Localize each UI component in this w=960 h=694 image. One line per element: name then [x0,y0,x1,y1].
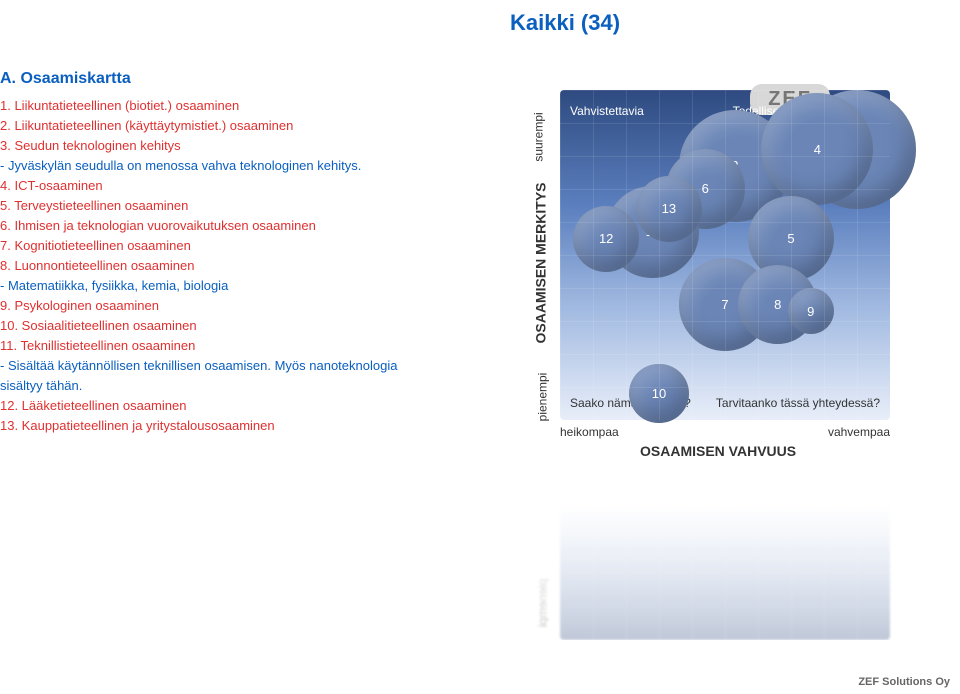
legend-list: 1. Liikuntatieteellinen (biotiet.) osaam… [0,96,422,436]
legend-panel: A. Osaamiskartta 1. Liikuntatieteellinen… [0,70,430,436]
legend-item: 4. ICT-osaaminen [0,176,422,196]
x-axis-title: OSAAMISEN VAHVUUS [640,443,796,459]
footer-brand: ZEF Solutions Oy [858,676,950,688]
refl-plot: Saako nämä unohtaa? Tarvitaanko tässä yh… [560,470,890,640]
legend-item: 13. Kauppatieteellinen ja yritystalousos… [0,416,422,436]
y-axis-top: suurempi [532,112,546,161]
legend-item: 11. Teknillistieteellinen osaaminen [0,336,422,356]
y-axis-bottom: pienempi [535,373,549,422]
y-axis-title: OSAAMISEN MERKITYS [533,182,549,343]
legend-item-sub: - Jyväskylän seudulla on menossa vahva t… [0,156,422,176]
legend-item-sub: - Matematiikka, fysiikka, kemia, biologi… [0,276,422,296]
bubble-chart: suurempi OSAAMISEN MERKITYS pienempi ZEF… [530,60,900,460]
x-axis: heikompaa OSAAMISEN VAHVUUS vahvempaa [560,425,890,475]
chart-node-12: 12 [573,206,639,272]
plot-area: ZEF Vahvistettavia Todelliset rakennusai… [560,90,890,420]
legend-item: 7. Kognitiotieteellinen osaaminen [0,236,422,256]
chart-node-7: 7 [679,470,771,472]
chart-reflection: heikompaa OSAAMISEN VAHVUUS vahvempaa Sa… [530,470,910,640]
legend-item: 5. Terveystieteellinen osaaminen [0,196,422,216]
x-axis-left: heikompaa [560,425,619,439]
legend-item: 10. Sosiaalitieteellinen osaaminen [0,316,422,336]
legend-item: 8. Luonnontieteellinen osaaminen [0,256,422,276]
legend-item: 3. Seudun teknologinen kehitys [0,136,422,156]
refl-y-bottom: pienempi [535,579,549,628]
y-axis: suurempi OSAAMISEN MERKITYS pienempi [530,90,560,420]
legend-item: 1. Liikuntatieteellinen (biotiet.) osaam… [0,96,422,116]
chart-node-9: 9 [788,288,834,334]
legend-item: 9. Psykologinen osaaminen [0,296,422,316]
legend-heading: A. Osaamiskartta [0,70,422,88]
legend-item: 12. Lääketieteellinen osaaminen [0,396,422,416]
legend-item: 6. Ihmisen ja teknologian vuorovaikutuks… [0,216,422,236]
chart-node-10: 10 [629,364,688,423]
legend-item: 2. Liikuntatieteellinen (käyttäytymistie… [0,116,422,136]
chart-node-13: 13 [636,176,702,242]
quad-label-tl: Vahvistettavia [570,104,644,118]
legend-item-sub: - Sisältää käytännöllisen teknillisen os… [0,356,422,396]
x-axis-right: vahvempaa [828,425,890,439]
quad-label-br: Tarvitaanko tässä yhteydessä? [716,396,880,410]
chart-title: Kaikki (34) [510,10,620,36]
